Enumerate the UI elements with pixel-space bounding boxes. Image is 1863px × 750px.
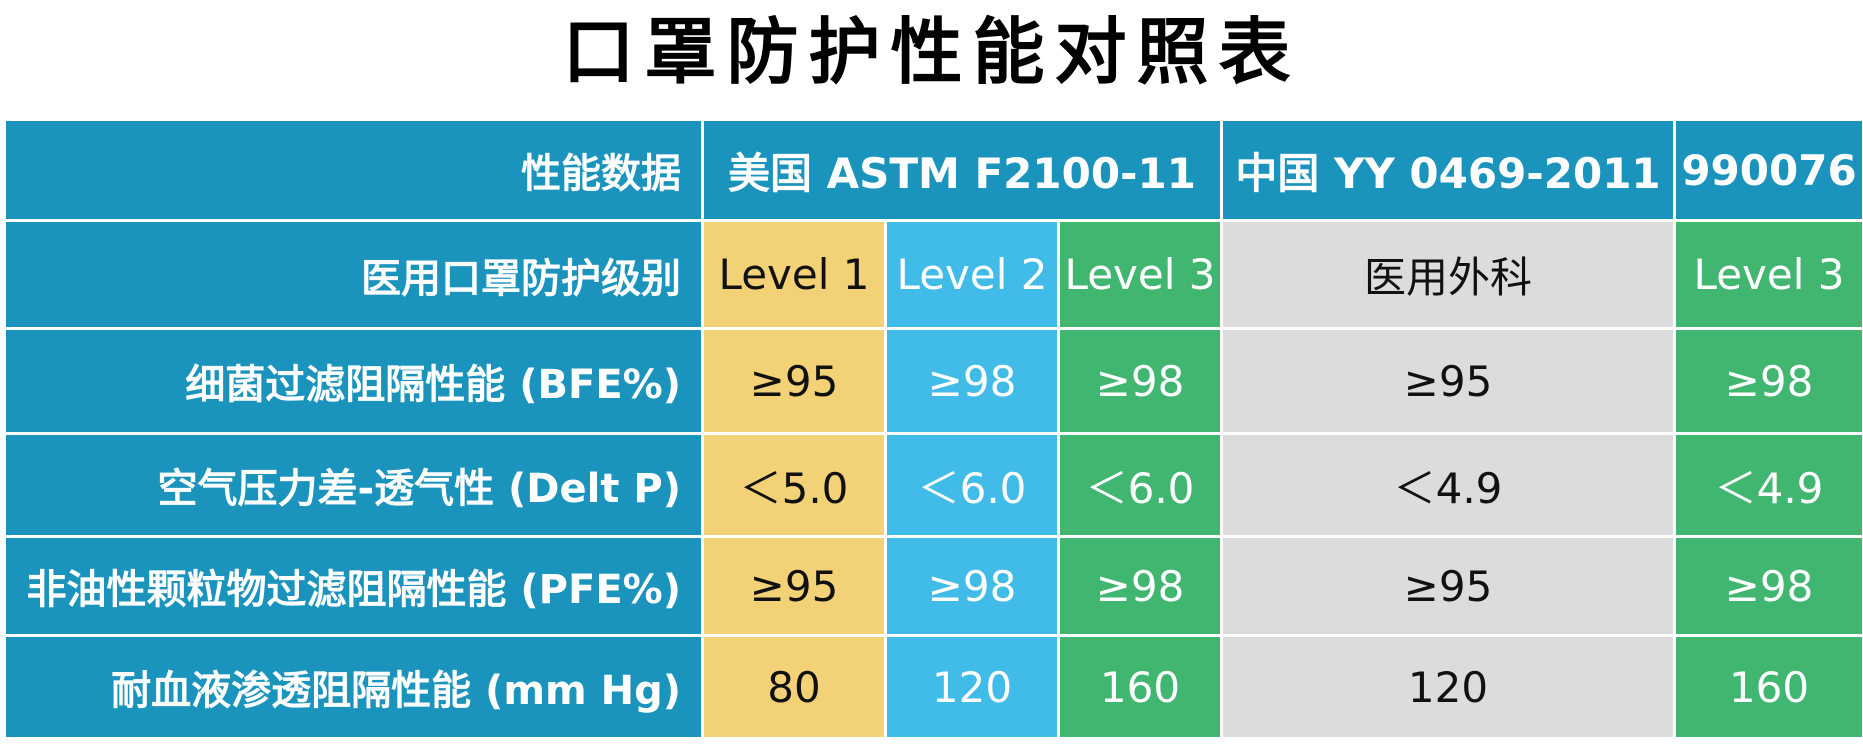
table-cell: ＜5.0 — [704, 435, 884, 535]
header-china: 中国 YY 0469-2011 — [1223, 121, 1673, 219]
table-cell: Level 3 — [1060, 222, 1220, 327]
table-cell: ≥98 — [887, 538, 1057, 634]
page-title: 口罩防护性能对照表 — [562, 10, 1301, 94]
table-cell: 80 — [704, 637, 884, 737]
table-cell: Level 2 — [887, 222, 1057, 327]
header-other: 990076 — [1676, 121, 1862, 219]
table-cell: ≥98 — [1676, 538, 1862, 634]
table-cell: ≥98 — [1676, 330, 1862, 432]
header-usa: 美国 ASTM F2100-11 — [704, 121, 1220, 219]
row-label-delta-p: 空气压力差-透气性 (Delt P) — [6, 435, 701, 535]
table-cell: ≥98 — [1060, 538, 1220, 634]
table-cell: ＜4.9 — [1223, 435, 1673, 535]
table-cell: ≥95 — [704, 330, 884, 432]
row-label-bfe: 细菌过滤阻隔性能 (BFE%) — [6, 330, 701, 432]
table-cell: ≥95 — [704, 538, 884, 634]
table-cell: 医用外科 — [1223, 222, 1673, 327]
table-cell: Level 3 — [1676, 222, 1862, 327]
header-row-label: 性能数据 — [6, 121, 701, 219]
row-label-pfe: 非油性颗粒物过滤阻隔性能 (PFE%) — [6, 538, 701, 634]
table-cell: 120 — [1223, 637, 1673, 737]
table-cell: ＜6.0 — [887, 435, 1057, 535]
table-cell: ＜4.9 — [1676, 435, 1862, 535]
table-cell: ≥98 — [1060, 330, 1220, 432]
row-label-blood-penetration: 耐血液渗透阻隔性能 (mm Hg) — [6, 637, 701, 737]
table-cell: 160 — [1060, 637, 1220, 737]
comparison-table: 性能数据 美国 ASTM F2100-11 中国 YY 0469-2011 99… — [6, 121, 1862, 737]
table-cell: ≥98 — [887, 330, 1057, 432]
table-cell: 160 — [1676, 637, 1862, 737]
table-cell: 120 — [887, 637, 1057, 737]
table-cell: ≥95 — [1223, 538, 1673, 634]
table-cell: Level 1 — [704, 222, 884, 327]
row-label-protection-level: 医用口罩防护级别 — [6, 222, 701, 327]
table-cell: ≥95 — [1223, 330, 1673, 432]
table-cell: ＜6.0 — [1060, 435, 1220, 535]
